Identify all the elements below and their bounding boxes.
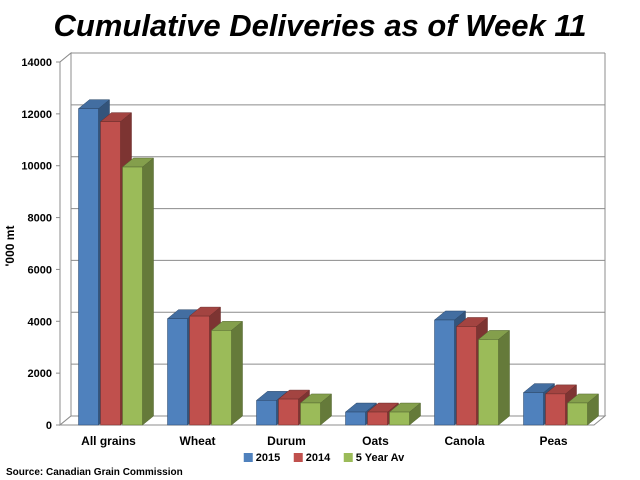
y-tick-label: 8000 bbox=[28, 213, 52, 225]
legend-item: 2015 bbox=[243, 452, 280, 464]
legend-swatch bbox=[243, 453, 253, 462]
category-label: Canola bbox=[444, 434, 484, 448]
bar bbox=[299, 393, 333, 426]
legend-label: 2015 bbox=[256, 452, 280, 464]
legend-item: 2014 bbox=[293, 452, 331, 464]
bar bbox=[566, 393, 600, 426]
source-note: Source: Canadian Grain Commission bbox=[6, 467, 183, 478]
category-label: All grains bbox=[81, 434, 136, 448]
legend: 2015 2014 5 Year Av bbox=[243, 452, 405, 464]
axis-labels: 0 2000 4000 6000 8000 10000 12000 14000 All grai… bbox=[21, 57, 567, 448]
bar bbox=[388, 402, 422, 426]
category-label: Wheat bbox=[180, 434, 216, 448]
category-label: Durum bbox=[267, 434, 306, 448]
bars bbox=[77, 99, 600, 426]
y-tick-label: 2000 bbox=[28, 368, 52, 380]
gridline bbox=[59, 52, 605, 63]
chart-title: Cumulative Deliveries as of Week 11 bbox=[54, 8, 587, 43]
y-tick-label: 0 bbox=[46, 420, 52, 432]
y-tick-label: 14000 bbox=[21, 57, 52, 69]
y-tick-label: 6000 bbox=[28, 264, 52, 276]
bar bbox=[210, 320, 244, 426]
category-label: Oats bbox=[362, 434, 389, 448]
y-tick-label: 4000 bbox=[28, 316, 52, 328]
left-wall bbox=[59, 51, 72, 427]
legend-item: 5 Year Av bbox=[343, 452, 405, 464]
legend-swatch bbox=[343, 453, 353, 462]
y-tick-label: 10000 bbox=[21, 161, 52, 173]
y-tick-label: 12000 bbox=[21, 109, 52, 121]
legend-label: 2014 bbox=[306, 452, 331, 464]
category-label: Peas bbox=[539, 434, 567, 448]
bar bbox=[477, 329, 511, 426]
bar bbox=[121, 157, 155, 426]
gridline bbox=[59, 104, 605, 115]
legend-swatch bbox=[293, 453, 303, 462]
y-axis-title: '000 mt bbox=[3, 226, 17, 267]
legend-label: 5 Year Av bbox=[356, 452, 405, 464]
